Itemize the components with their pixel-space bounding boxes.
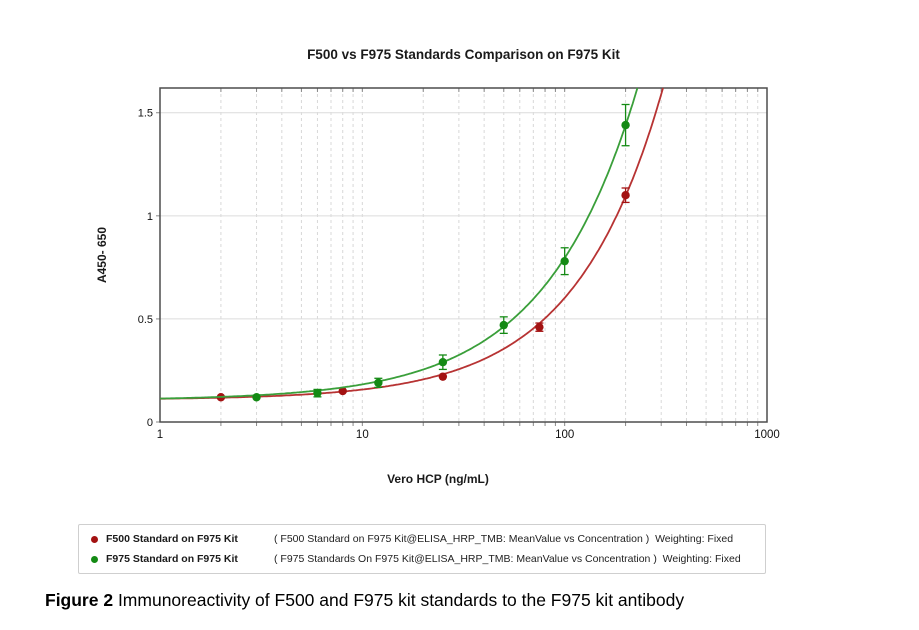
legend-marker-red-icon	[91, 535, 98, 543]
chart-title: F500 vs F975 Standards Comparison on F97…	[307, 47, 620, 62]
data-point	[438, 372, 448, 381]
x-tick-label: 1	[157, 429, 163, 441]
x-tick-label: 100	[555, 429, 574, 441]
data-point	[338, 386, 347, 396]
data-point	[621, 191, 630, 200]
data-point	[438, 358, 448, 367]
x-tick-label: 10	[356, 429, 369, 441]
fit-curve	[159, 87, 639, 400]
legend-marker-green-icon	[91, 555, 98, 563]
figure-caption-label: Figure 2	[45, 590, 114, 610]
fit-curve	[160, 87, 664, 400]
legend-item-f500: F500 Standard on F975 Kit ( F500 Standar…	[89, 532, 755, 546]
x-axis-label: Vero HCP (ng/mL)	[387, 472, 489, 486]
data-point	[560, 256, 569, 266]
y-tick-label: 0.5	[138, 314, 153, 326]
legend-series-name: F975 Standard on F975 Kit	[106, 553, 238, 565]
plot-border	[159, 87, 768, 423]
legend-item-f975: F975 Standard on F975 Kit ( F975 Standar…	[89, 552, 755, 566]
data-point	[499, 320, 508, 330]
figure-caption: Figure 2 Immunoreactivity of F500 and F9…	[45, 590, 905, 611]
y-axis-label: A450- 650	[95, 226, 109, 284]
y-tick-label: 1.5	[138, 108, 153, 120]
legend-series-detail: ( F500 Standard on F975 Kit@ELISA_HRP_TM…	[274, 533, 734, 545]
legend: F500 Standard on F975 Kit ( F500 Standar…	[78, 524, 766, 574]
legend-series-name: F500 Standard on F975 Kit	[106, 533, 238, 545]
data-point	[252, 393, 261, 402]
figure-caption-text: Immunoreactivity of F500 and F975 kit st…	[113, 590, 685, 610]
data-point	[313, 388, 322, 398]
data-point	[535, 322, 544, 332]
y-tick-label: 1	[147, 211, 153, 223]
x-tick-label: 1000	[754, 429, 780, 441]
y-tick-label: 0	[147, 417, 153, 429]
legend-series-detail: ( F975 Standards On F975 Kit@ELISA_HRP_T…	[274, 553, 741, 565]
data-point	[621, 120, 630, 130]
data-point	[374, 378, 383, 388]
